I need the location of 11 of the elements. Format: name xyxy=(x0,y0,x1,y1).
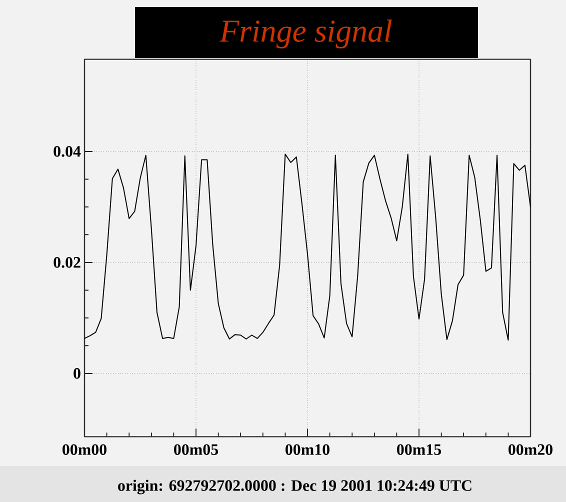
line-series xyxy=(84,154,531,341)
x-tick-label: 00m15 xyxy=(397,444,442,455)
y-tick-label: 0.04 xyxy=(54,146,81,157)
x-tick-label: 00m05 xyxy=(174,444,218,455)
x-tick-label: 00m10 xyxy=(286,444,330,455)
chart-title: Fringe signal xyxy=(219,20,392,48)
y-tick-label: 0 xyxy=(74,368,80,379)
y-tick-label: 0.02 xyxy=(54,257,80,268)
x-tick-label: 00m00 xyxy=(62,444,106,455)
x-tick-label: 00m20 xyxy=(508,444,552,455)
text: origin: 692792702.0000 : Dec 19 2001 10:24:49 UTC xyxy=(118,480,472,494)
